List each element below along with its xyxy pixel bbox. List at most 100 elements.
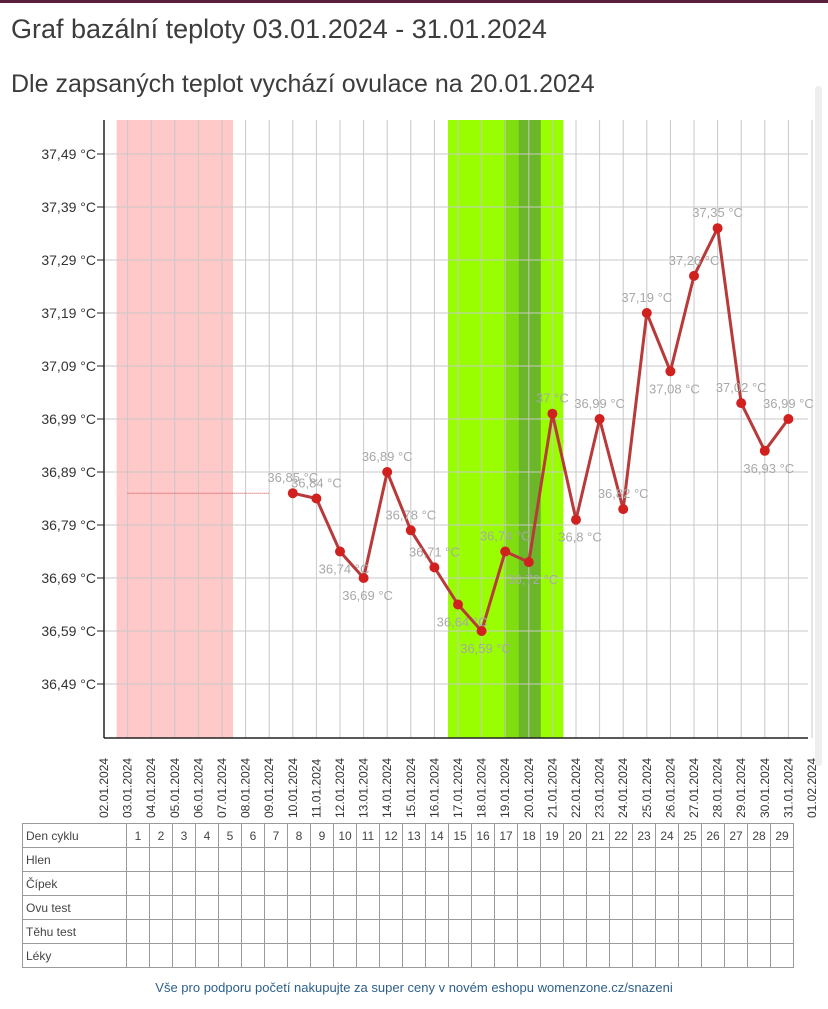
table-cell[interactable] xyxy=(540,943,564,968)
table-cell[interactable] xyxy=(356,895,380,920)
table-cell[interactable] xyxy=(586,943,610,968)
table-cell[interactable] xyxy=(379,895,403,920)
table-cell[interactable] xyxy=(287,943,311,968)
table-cell[interactable] xyxy=(149,847,173,872)
table-cell[interactable] xyxy=(287,895,311,920)
table-cell[interactable] xyxy=(241,943,265,968)
table-cell[interactable] xyxy=(563,895,587,920)
table-cell[interactable] xyxy=(632,871,656,896)
table-cell[interactable] xyxy=(517,847,541,872)
table-cell[interactable] xyxy=(264,943,288,968)
table-cell[interactable] xyxy=(425,871,449,896)
table-cell[interactable] xyxy=(770,919,794,944)
table-cell[interactable] xyxy=(471,895,495,920)
table-cell[interactable] xyxy=(494,943,518,968)
table-cell[interactable] xyxy=(379,871,403,896)
table-cell[interactable] xyxy=(540,871,564,896)
table-cell[interactable] xyxy=(655,895,679,920)
table-cell[interactable] xyxy=(149,871,173,896)
table-cell[interactable] xyxy=(402,895,426,920)
table-cell[interactable] xyxy=(701,895,725,920)
table-cell[interactable] xyxy=(770,847,794,872)
table-cell[interactable] xyxy=(402,871,426,896)
table-cell[interactable] xyxy=(770,943,794,968)
table-cell[interactable] xyxy=(655,943,679,968)
table-cell[interactable] xyxy=(310,895,334,920)
table-cell[interactable] xyxy=(356,943,380,968)
table-cell[interactable] xyxy=(448,847,472,872)
table-cell[interactable] xyxy=(701,919,725,944)
table-cell[interactable] xyxy=(287,847,311,872)
table-cell[interactable] xyxy=(333,895,357,920)
table-cell[interactable] xyxy=(287,871,311,896)
table-cell[interactable] xyxy=(172,895,196,920)
table-cell[interactable] xyxy=(402,943,426,968)
table-cell[interactable] xyxy=(310,847,334,872)
table-cell[interactable] xyxy=(218,943,242,968)
table-cell[interactable] xyxy=(356,847,380,872)
table-cell[interactable] xyxy=(356,919,380,944)
table-cell[interactable] xyxy=(494,919,518,944)
table-cell[interactable] xyxy=(448,919,472,944)
table-cell[interactable] xyxy=(770,871,794,896)
table-cell[interactable] xyxy=(172,943,196,968)
table-cell[interactable] xyxy=(494,871,518,896)
table-cell[interactable] xyxy=(172,871,196,896)
table-cell[interactable] xyxy=(195,943,219,968)
table-cell[interactable] xyxy=(494,895,518,920)
table-cell[interactable] xyxy=(632,919,656,944)
table-cell[interactable] xyxy=(149,895,173,920)
table-cell[interactable] xyxy=(494,847,518,872)
table-cell[interactable] xyxy=(241,895,265,920)
table-cell[interactable] xyxy=(356,871,380,896)
table-cell[interactable] xyxy=(471,871,495,896)
table-cell[interactable] xyxy=(379,847,403,872)
table-cell[interactable] xyxy=(172,919,196,944)
table-cell[interactable] xyxy=(517,943,541,968)
table-cell[interactable] xyxy=(655,847,679,872)
table-cell[interactable] xyxy=(586,847,610,872)
table-cell[interactable] xyxy=(701,943,725,968)
table-cell[interactable] xyxy=(333,847,357,872)
table-cell[interactable] xyxy=(540,895,564,920)
table-cell[interactable] xyxy=(770,895,794,920)
table-cell[interactable] xyxy=(241,919,265,944)
table-cell[interactable] xyxy=(425,895,449,920)
table-cell[interactable] xyxy=(678,895,702,920)
table-cell[interactable] xyxy=(609,895,633,920)
shop-link[interactable]: Vše pro podporu početí nakupujte za supe… xyxy=(155,980,673,995)
table-cell[interactable] xyxy=(402,847,426,872)
table-cell[interactable] xyxy=(632,895,656,920)
table-cell[interactable] xyxy=(747,871,771,896)
table-cell[interactable] xyxy=(655,919,679,944)
table-cell[interactable] xyxy=(195,895,219,920)
table-cell[interactable] xyxy=(149,919,173,944)
table-cell[interactable] xyxy=(471,847,495,872)
table-cell[interactable] xyxy=(333,919,357,944)
table-cell[interactable] xyxy=(563,847,587,872)
table-cell[interactable] xyxy=(609,871,633,896)
table-cell[interactable] xyxy=(448,871,472,896)
table-cell[interactable] xyxy=(517,919,541,944)
table-cell[interactable] xyxy=(747,919,771,944)
table-cell[interactable] xyxy=(540,919,564,944)
table-cell[interactable] xyxy=(126,919,150,944)
table-cell[interactable] xyxy=(379,919,403,944)
table-cell[interactable] xyxy=(747,943,771,968)
table-cell[interactable] xyxy=(402,919,426,944)
table-cell[interactable] xyxy=(632,847,656,872)
table-cell[interactable] xyxy=(287,919,311,944)
table-cell[interactable] xyxy=(195,847,219,872)
table-cell[interactable] xyxy=(195,871,219,896)
table-cell[interactable] xyxy=(586,919,610,944)
table-cell[interactable] xyxy=(540,847,564,872)
table-cell[interactable] xyxy=(632,943,656,968)
table-cell[interactable] xyxy=(609,943,633,968)
chart-scrollbar[interactable] xyxy=(815,86,822,766)
table-cell[interactable] xyxy=(218,895,242,920)
table-cell[interactable] xyxy=(448,943,472,968)
table-cell[interactable] xyxy=(724,943,748,968)
table-cell[interactable] xyxy=(563,919,587,944)
table-cell[interactable] xyxy=(609,847,633,872)
table-cell[interactable] xyxy=(678,919,702,944)
